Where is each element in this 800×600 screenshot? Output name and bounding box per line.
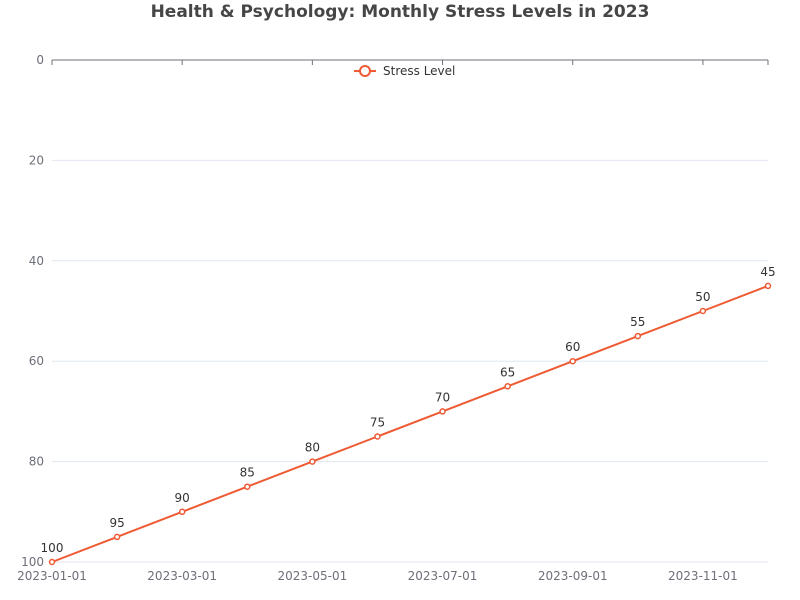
data-label: 95 — [109, 516, 124, 530]
x-tick-label: 2023-03-01 — [147, 569, 217, 583]
data-label: 65 — [500, 365, 515, 379]
data-point — [504, 383, 511, 390]
data-point — [439, 408, 446, 415]
data-label: 70 — [435, 390, 450, 404]
data-point — [764, 282, 772, 290]
data-labels: 100 95 90 85 80 75 70 65 60 55 50 45 — [41, 265, 776, 555]
y-tick-label: 40 — [29, 254, 44, 268]
data-label: 80 — [305, 441, 320, 455]
legend[interactable]: Stress Level — [354, 64, 455, 78]
y-tick-label: 20 — [29, 153, 44, 167]
data-label: 45 — [760, 265, 775, 279]
data-label: 55 — [630, 315, 645, 329]
y-tick-label: 80 — [29, 455, 44, 469]
grid-lines — [52, 159, 768, 563]
data-point — [48, 558, 56, 566]
data-point — [374, 433, 381, 440]
x-tick-label: 2023-11-01 — [668, 569, 738, 583]
data-label: 50 — [695, 290, 710, 304]
data-point — [309, 458, 316, 465]
legend-label: Stress Level — [383, 64, 455, 78]
data-label: 90 — [175, 491, 190, 505]
y-tick-label: 60 — [29, 354, 44, 368]
data-point — [178, 508, 186, 516]
data-point — [569, 357, 576, 365]
chart-title: Health & Psychology: Monthly Stress Leve… — [150, 2, 650, 22]
x-tick-label: 2023-01-01 — [17, 569, 87, 583]
data-label: 75 — [370, 416, 385, 430]
data-point — [113, 533, 121, 541]
x-tick-label: 2023-07-01 — [408, 569, 478, 583]
data-label: 85 — [240, 466, 255, 480]
data-point — [699, 307, 707, 315]
legend-marker-icon — [359, 65, 371, 77]
y-tick-label: 0 — [36, 53, 44, 67]
data-label: 60 — [565, 340, 580, 354]
y-tick-label: 100 — [21, 555, 44, 569]
data-point — [634, 332, 642, 340]
x-tick-label: 2023-05-01 — [277, 569, 347, 583]
series-line — [51, 284, 769, 563]
x-tick-label: 2023-09-01 — [538, 569, 608, 583]
data-point — [244, 483, 251, 490]
data-label: 100 — [41, 541, 64, 555]
series-stress-level — [48, 282, 772, 566]
